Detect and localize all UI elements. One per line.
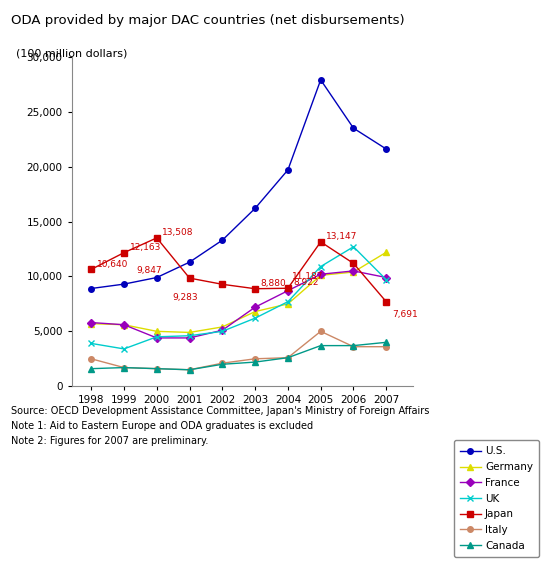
Japan xyxy=(153,235,160,241)
UK xyxy=(284,298,291,305)
Line: Canada: Canada xyxy=(89,340,389,373)
Line: Germany: Germany xyxy=(89,249,389,335)
Italy xyxy=(219,360,225,366)
Germany xyxy=(120,321,127,328)
UK xyxy=(317,263,324,270)
Japan xyxy=(350,260,357,267)
U.S. xyxy=(252,205,258,212)
Line: U.S.: U.S. xyxy=(89,77,389,291)
Germany xyxy=(219,324,225,331)
Germany xyxy=(153,328,160,335)
Germany xyxy=(88,320,95,327)
U.S. xyxy=(317,77,324,83)
UK xyxy=(252,315,258,321)
Italy xyxy=(186,366,193,373)
France xyxy=(153,335,160,341)
UK xyxy=(120,345,127,352)
Italy xyxy=(252,356,258,362)
Italy xyxy=(120,364,127,371)
Italy xyxy=(383,343,389,350)
France xyxy=(88,319,95,326)
U.S. xyxy=(383,145,389,152)
UK xyxy=(383,276,389,283)
Japan xyxy=(120,249,127,256)
Legend: U.S., Germany, France, UK, Japan, Italy, Canada: U.S., Germany, France, UK, Japan, Italy,… xyxy=(454,440,540,557)
France xyxy=(383,274,389,281)
Text: 9,847: 9,847 xyxy=(137,266,162,274)
Canada xyxy=(88,365,95,372)
Japan xyxy=(284,285,291,292)
Canada xyxy=(252,358,258,365)
France xyxy=(252,304,258,311)
Line: France: France xyxy=(89,268,389,341)
Germany xyxy=(252,308,258,315)
Text: 10,640: 10,640 xyxy=(97,260,128,269)
U.S. xyxy=(284,166,291,173)
Canada xyxy=(350,342,357,349)
Line: UK: UK xyxy=(89,244,389,352)
France xyxy=(186,335,193,341)
Germany xyxy=(284,300,291,307)
Japan xyxy=(252,285,258,292)
Italy xyxy=(350,343,357,350)
Canada xyxy=(120,364,127,371)
Italy xyxy=(88,356,95,362)
Text: 8,922: 8,922 xyxy=(294,278,319,287)
France xyxy=(350,268,357,274)
Germany xyxy=(186,329,193,336)
Text: 7,691: 7,691 xyxy=(392,310,417,319)
Italy xyxy=(153,365,160,372)
Text: (100 million dollars): (100 million dollars) xyxy=(16,48,128,59)
Germany xyxy=(350,269,357,275)
France xyxy=(120,321,127,328)
Text: Source: OECD Development Assistance Committee, Japan's Ministry of Foreign Affai: Source: OECD Development Assistance Comm… xyxy=(11,406,430,446)
UK xyxy=(153,333,160,340)
Germany xyxy=(317,272,324,279)
Line: Italy: Italy xyxy=(89,328,389,373)
Japan xyxy=(88,266,95,273)
Text: ODA provided by major DAC countries (net disbursements): ODA provided by major DAC countries (net… xyxy=(11,14,405,27)
U.S. xyxy=(350,125,357,132)
U.S. xyxy=(186,259,193,266)
UK xyxy=(350,243,357,250)
France xyxy=(317,271,324,278)
Text: 8,880: 8,880 xyxy=(261,279,287,288)
UK xyxy=(88,340,95,347)
Japan xyxy=(186,275,193,282)
Text: 13,147: 13,147 xyxy=(326,232,358,241)
Line: Japan: Japan xyxy=(89,235,389,304)
Japan xyxy=(317,239,324,245)
Italy xyxy=(317,328,324,335)
U.S. xyxy=(120,281,127,287)
U.S. xyxy=(88,285,95,292)
Canada xyxy=(284,354,291,361)
Canada xyxy=(383,339,389,346)
France xyxy=(219,327,225,333)
Canada xyxy=(317,342,324,349)
Canada xyxy=(186,366,193,373)
Germany xyxy=(383,249,389,256)
UK xyxy=(186,332,193,339)
Japan xyxy=(383,298,389,305)
Text: 9,283: 9,283 xyxy=(172,293,198,302)
Italy xyxy=(284,354,291,361)
U.S. xyxy=(219,237,225,244)
Text: 13,508: 13,508 xyxy=(162,228,194,237)
Text: 11,187: 11,187 xyxy=(293,272,324,281)
Canada xyxy=(153,365,160,372)
U.S. xyxy=(153,274,160,281)
Text: 12,163: 12,163 xyxy=(129,243,161,252)
UK xyxy=(219,328,225,335)
France xyxy=(284,287,291,294)
Japan xyxy=(219,281,225,288)
Canada xyxy=(219,361,225,367)
